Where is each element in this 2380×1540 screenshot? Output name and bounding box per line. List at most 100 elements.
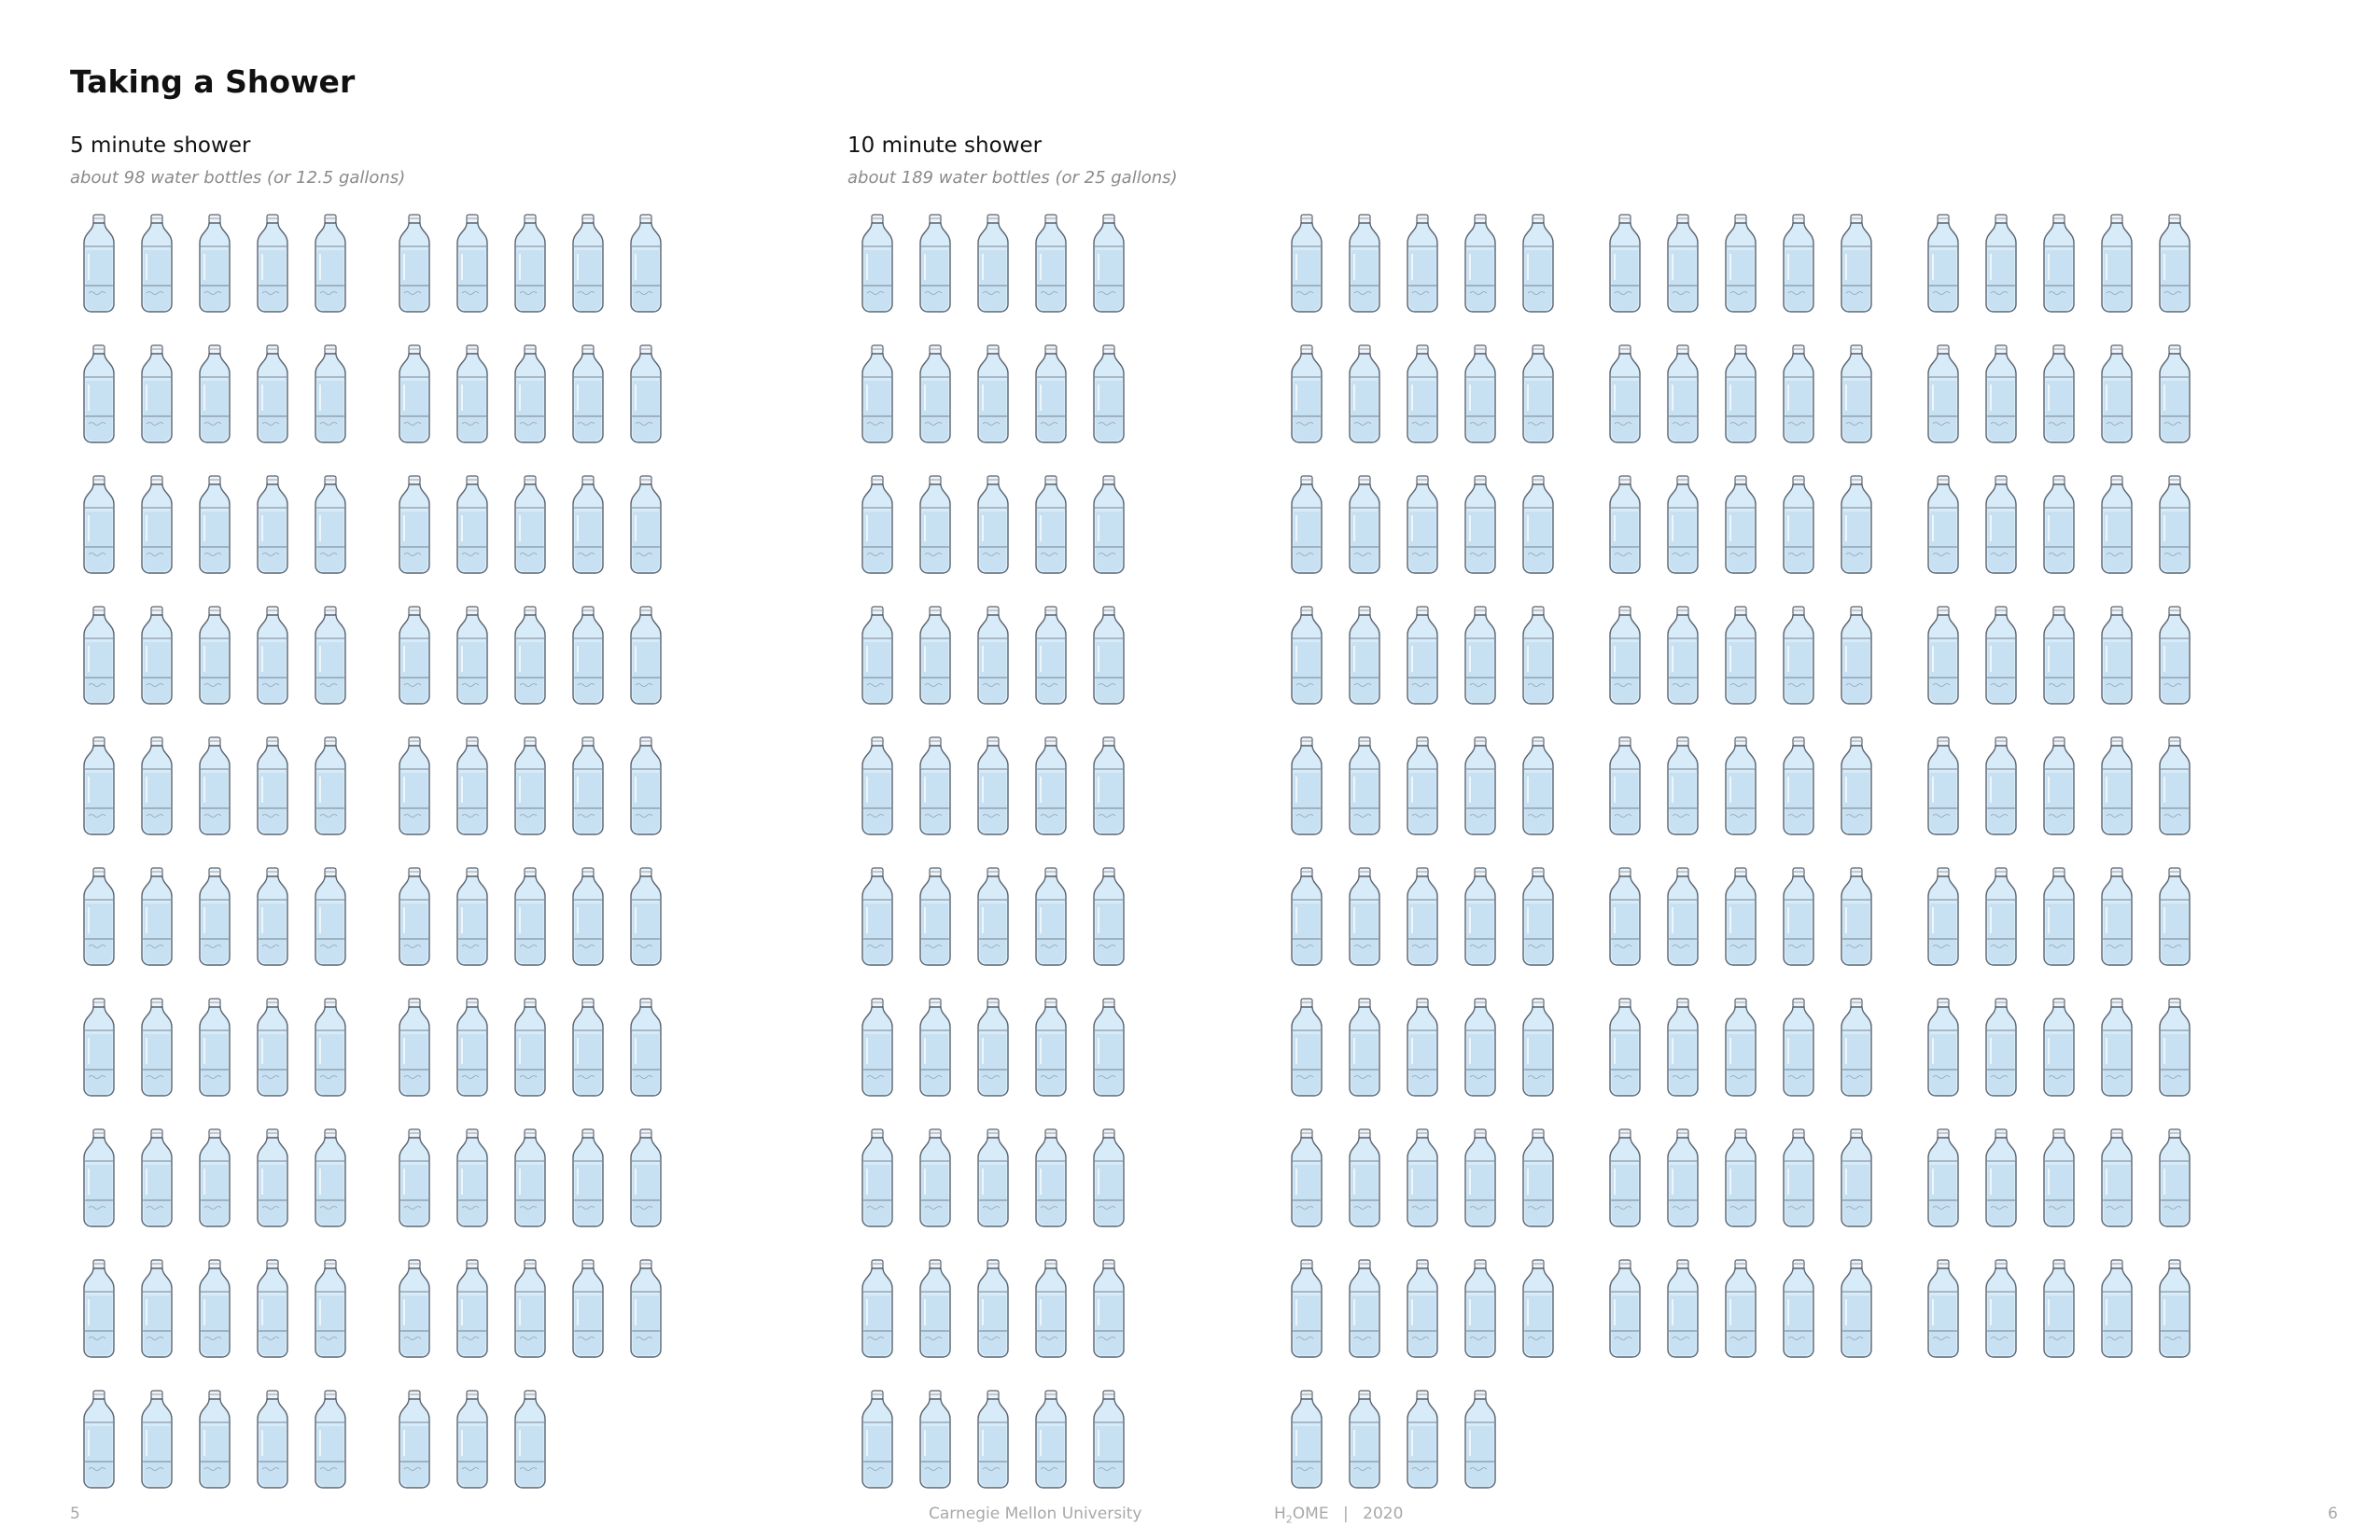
water-bottle-icon bbox=[1032, 1258, 1070, 1359]
water-bottle-icon bbox=[138, 866, 175, 967]
water-bottle-icon bbox=[254, 866, 291, 967]
water-bottle-icon bbox=[1462, 1127, 1499, 1228]
water-bottle-icon bbox=[1462, 213, 1499, 314]
water-bottle-icon bbox=[627, 474, 665, 575]
water-bottle-icon bbox=[974, 474, 1012, 575]
water-bottle-icon bbox=[196, 605, 233, 706]
water-bottle-icon bbox=[2098, 213, 2135, 314]
water-bottle-icon bbox=[917, 343, 954, 444]
water-bottle-icon bbox=[2098, 1258, 2135, 1359]
water-bottle-icon bbox=[1519, 735, 1557, 836]
water-bottle-icon bbox=[1925, 474, 1962, 575]
water-bottle-icon bbox=[312, 474, 349, 575]
water-bottle-icon bbox=[396, 866, 433, 967]
water-bottle-icon bbox=[80, 605, 118, 706]
water-bottle-icon bbox=[1519, 1127, 1557, 1228]
water-bottle-icon bbox=[2098, 605, 2135, 706]
water-bottle-icon bbox=[917, 605, 954, 706]
water-bottle-icon bbox=[1722, 1127, 1759, 1228]
water-bottle-icon bbox=[569, 474, 607, 575]
page-number-right: 6 bbox=[2328, 1505, 2338, 1523]
water-bottle-icon bbox=[1982, 1127, 2020, 1228]
water-bottle-icon bbox=[1032, 1127, 1070, 1228]
water-bottle-icon bbox=[138, 605, 175, 706]
water-bottle-icon bbox=[1982, 213, 2020, 314]
section-subtitle-5-minute: about 98 water bottles (or 12.5 gallons) bbox=[70, 168, 406, 188]
water-bottle-icon bbox=[1664, 605, 1701, 706]
water-bottle-icon bbox=[974, 997, 1012, 1098]
water-bottle-icon bbox=[1780, 735, 1817, 836]
water-bottle-icon bbox=[1722, 474, 1759, 575]
water-bottle-icon bbox=[2156, 997, 2193, 1098]
water-bottle-icon bbox=[1346, 997, 1383, 1098]
water-bottle-icon bbox=[2098, 1127, 2135, 1228]
water-bottle-icon bbox=[312, 1389, 349, 1490]
water-bottle-icon bbox=[454, 1389, 491, 1490]
water-bottle-icon bbox=[1404, 213, 1441, 314]
water-bottle-icon bbox=[138, 997, 175, 1098]
water-bottle-icon bbox=[511, 474, 549, 575]
water-bottle-icon bbox=[1288, 735, 1325, 836]
water-bottle-icon bbox=[2098, 997, 2135, 1098]
water-bottle-icon bbox=[1032, 866, 1070, 967]
water-bottle-icon bbox=[454, 474, 491, 575]
water-bottle-icon bbox=[2040, 343, 2078, 444]
water-bottle-icon bbox=[1462, 474, 1499, 575]
water-bottle-icon bbox=[1925, 1127, 1962, 1228]
water-bottle-icon bbox=[2098, 735, 2135, 836]
water-bottle-icon bbox=[1606, 213, 1644, 314]
water-bottle-icon bbox=[1925, 866, 1962, 967]
water-bottle-icon bbox=[2156, 1258, 2193, 1359]
water-bottle-icon bbox=[454, 997, 491, 1098]
water-bottle-icon bbox=[312, 866, 349, 967]
water-bottle-icon bbox=[254, 474, 291, 575]
water-bottle-icon bbox=[138, 1389, 175, 1490]
footer-institution: Carnegie Mellon University bbox=[929, 1505, 1142, 1523]
water-bottle-icon bbox=[917, 474, 954, 575]
water-bottle-icon bbox=[1090, 997, 1127, 1098]
water-bottle-icon bbox=[511, 343, 549, 444]
water-bottle-icon bbox=[569, 866, 607, 967]
water-bottle-icon bbox=[1346, 213, 1383, 314]
water-bottle-icon bbox=[80, 1258, 118, 1359]
water-bottle-icon bbox=[1838, 474, 1875, 575]
water-bottle-icon bbox=[196, 866, 233, 967]
water-bottle-icon bbox=[138, 474, 175, 575]
water-bottle-icon bbox=[80, 343, 118, 444]
water-bottle-icon bbox=[1462, 1258, 1499, 1359]
water-bottle-icon bbox=[454, 1258, 491, 1359]
water-bottle-icon bbox=[1346, 1389, 1383, 1490]
water-bottle-icon bbox=[1032, 213, 1070, 314]
water-bottle-icon bbox=[1606, 343, 1644, 444]
water-bottle-icon bbox=[1838, 605, 1875, 706]
water-bottle-icon bbox=[1606, 866, 1644, 967]
water-bottle-icon bbox=[312, 1127, 349, 1228]
water-bottle-icon bbox=[627, 605, 665, 706]
water-bottle-icon bbox=[1288, 343, 1325, 444]
footer-brand-prefix: H bbox=[1274, 1505, 1286, 1523]
footer-year: 2020 bbox=[1363, 1505, 1404, 1523]
water-bottle-icon bbox=[254, 1258, 291, 1359]
water-bottle-icon bbox=[627, 997, 665, 1098]
water-bottle-icon bbox=[1519, 866, 1557, 967]
water-bottle-icon bbox=[396, 735, 433, 836]
water-bottle-icon bbox=[974, 1127, 1012, 1228]
water-bottle-icon bbox=[627, 866, 665, 967]
water-bottle-icon bbox=[254, 1127, 291, 1228]
water-bottle-icon bbox=[2156, 1127, 2193, 1228]
water-bottle-icon bbox=[1346, 866, 1383, 967]
water-bottle-icon bbox=[511, 213, 549, 314]
water-bottle-icon bbox=[254, 213, 291, 314]
water-bottle-icon bbox=[1346, 343, 1383, 444]
water-bottle-icon bbox=[1925, 1258, 1962, 1359]
section-heading-10-minute: 10 minute shower bbox=[847, 133, 1043, 158]
water-bottle-icon bbox=[974, 1389, 1012, 1490]
water-bottle-icon bbox=[2040, 605, 2078, 706]
water-bottle-icon bbox=[1982, 474, 2020, 575]
water-bottle-icon bbox=[1462, 997, 1499, 1098]
water-bottle-icon bbox=[454, 605, 491, 706]
water-bottle-icon bbox=[1606, 1258, 1644, 1359]
water-bottle-icon bbox=[1664, 997, 1701, 1098]
water-bottle-icon bbox=[917, 1127, 954, 1228]
water-bottle-icon bbox=[1404, 1258, 1441, 1359]
